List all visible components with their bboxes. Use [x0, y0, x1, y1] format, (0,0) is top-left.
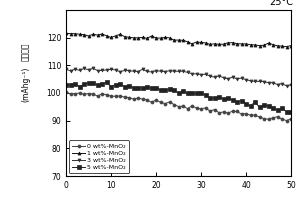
Line: 3 wt%-MnO₂: 3 wt%-MnO₂ — [64, 67, 292, 87]
Legend: 0 wt%-MnO₂, 1 wt%-MnO₂, 3 wt%-MnO₂, 5 wt%-MnO₂: 0 wt%-MnO₂, 1 wt%-MnO₂, 3 wt%-MnO₂, 5 wt… — [69, 140, 129, 173]
0 wt%-MnO₂ — [289, 118, 293, 120]
Line: 0 wt%-MnO₂: 0 wt%-MnO₂ — [64, 90, 292, 122]
3 wt%-MnO₂ — [91, 67, 95, 70]
5 wt%-MnO₂ — [118, 83, 122, 85]
1 wt%-MnO₂ — [226, 42, 230, 44]
0 wt%-MnO₂ — [64, 91, 68, 93]
1 wt%-MnO₂ — [64, 32, 68, 34]
1 wt%-MnO₂ — [114, 35, 117, 37]
3 wt%-MnO₂ — [289, 84, 293, 86]
Text: 放电比容: 放电比容 — [21, 42, 30, 61]
1 wt%-MnO₂ — [213, 43, 216, 45]
5 wt%-MnO₂ — [136, 87, 140, 89]
3 wt%-MnO₂ — [217, 75, 221, 77]
3 wt%-MnO₂ — [285, 85, 288, 87]
5 wt%-MnO₂ — [231, 99, 234, 101]
Text: (mAhg⁻¹): (mAhg⁻¹) — [21, 67, 30, 102]
5 wt%-MnO₂ — [105, 81, 108, 84]
3 wt%-MnO₂ — [64, 68, 68, 70]
Line: 5 wt%-MnO₂: 5 wt%-MnO₂ — [64, 81, 292, 114]
0 wt%-MnO₂ — [226, 112, 230, 114]
5 wt%-MnO₂ — [289, 111, 293, 114]
3 wt%-MnO₂ — [280, 82, 284, 85]
0 wt%-MnO₂ — [132, 98, 135, 100]
1 wt%-MnO₂ — [289, 44, 293, 47]
5 wt%-MnO₂ — [64, 84, 68, 87]
1 wt%-MnO₂ — [132, 37, 135, 39]
5 wt%-MnO₂ — [141, 87, 144, 89]
5 wt%-MnO₂ — [217, 96, 221, 98]
3 wt%-MnO₂ — [136, 70, 140, 73]
Line: 1 wt%-MnO₂: 1 wt%-MnO₂ — [64, 32, 292, 48]
5 wt%-MnO₂ — [285, 111, 288, 113]
1 wt%-MnO₂ — [280, 45, 284, 47]
3 wt%-MnO₂ — [118, 71, 122, 73]
0 wt%-MnO₂ — [280, 118, 284, 120]
1 wt%-MnO₂ — [285, 45, 288, 48]
0 wt%-MnO₂ — [285, 119, 288, 122]
3 wt%-MnO₂ — [231, 76, 234, 78]
1 wt%-MnO₂ — [136, 37, 140, 39]
3 wt%-MnO₂ — [141, 68, 144, 70]
0 wt%-MnO₂ — [213, 108, 216, 111]
Text: 25°C: 25°C — [269, 0, 293, 7]
0 wt%-MnO₂ — [136, 97, 140, 99]
0 wt%-MnO₂ — [114, 95, 117, 97]
